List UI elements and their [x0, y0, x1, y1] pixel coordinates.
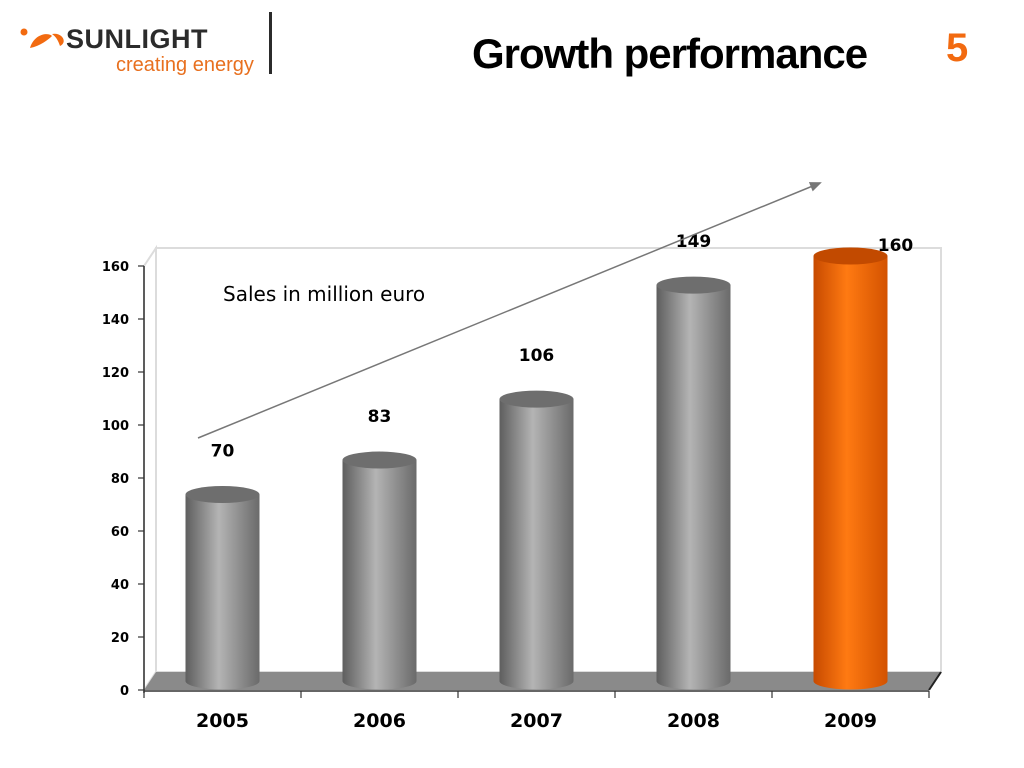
- floor-edge: [928, 671, 942, 691]
- bar-body: [185, 494, 260, 690]
- y-tick-label: 140: [102, 313, 129, 328]
- sunlight-logo: SUNLIGHT creating energy: [18, 12, 278, 82]
- bar-value-label: 149: [676, 232, 712, 252]
- bar-value-label: 83: [368, 407, 392, 427]
- bar-body: [342, 460, 417, 690]
- chart-annotation: Sales in million euro: [223, 282, 425, 306]
- bar-top: [342, 451, 417, 469]
- y-tick-label: 40: [111, 578, 129, 593]
- bar-body: [499, 399, 574, 690]
- bar-top: [656, 276, 731, 294]
- bar: 160: [813, 236, 914, 690]
- bar-top: [185, 486, 260, 503]
- y-tick-label: 0: [120, 684, 129, 699]
- bar-top: [813, 247, 888, 265]
- y-tick-label: 100: [102, 419, 129, 434]
- trend-arrow: [197, 182, 822, 439]
- bar: 83: [342, 407, 417, 690]
- y-axis-ticks: 0 20 40 60 80 100 120 140 160: [102, 260, 144, 699]
- chart-side-wall: [143, 244, 157, 694]
- y-tick-label: 20: [111, 631, 129, 646]
- bar: 70: [185, 442, 260, 690]
- y-tick-label: 160: [102, 260, 129, 275]
- x-category-label: 2009: [824, 710, 877, 732]
- bar-value-label: 70: [211, 442, 235, 462]
- sun-logo-icon: [20, 28, 64, 48]
- page-title: Growth performance: [472, 30, 868, 77]
- logo-divider: [269, 12, 272, 74]
- bar: 149: [656, 232, 731, 690]
- bars: 70 83 106 149 160: [185, 232, 914, 690]
- bar-body: [656, 285, 731, 690]
- x-category-label: 2007: [510, 710, 563, 732]
- logo-tagline: creating energy: [116, 54, 254, 76]
- x-category-label: 2006: [353, 710, 406, 732]
- bar-value-label: 106: [519, 346, 555, 366]
- bar: 106: [499, 346, 574, 690]
- page-number: 5: [946, 26, 969, 70]
- bar-body: [813, 256, 888, 690]
- logo-brand: SUNLIGHT: [66, 24, 208, 54]
- bar-top: [499, 390, 574, 408]
- y-tick-label: 80: [111, 472, 129, 487]
- x-category-label: 2008: [667, 710, 720, 732]
- y-tick-label: 60: [111, 525, 129, 540]
- y-tick-label: 120: [102, 366, 129, 381]
- x-category-label: 2005: [196, 710, 249, 732]
- bar-value-label: 160: [878, 236, 914, 256]
- x-axis-categories: 2005 2006 2007 2008 2009: [143, 691, 930, 732]
